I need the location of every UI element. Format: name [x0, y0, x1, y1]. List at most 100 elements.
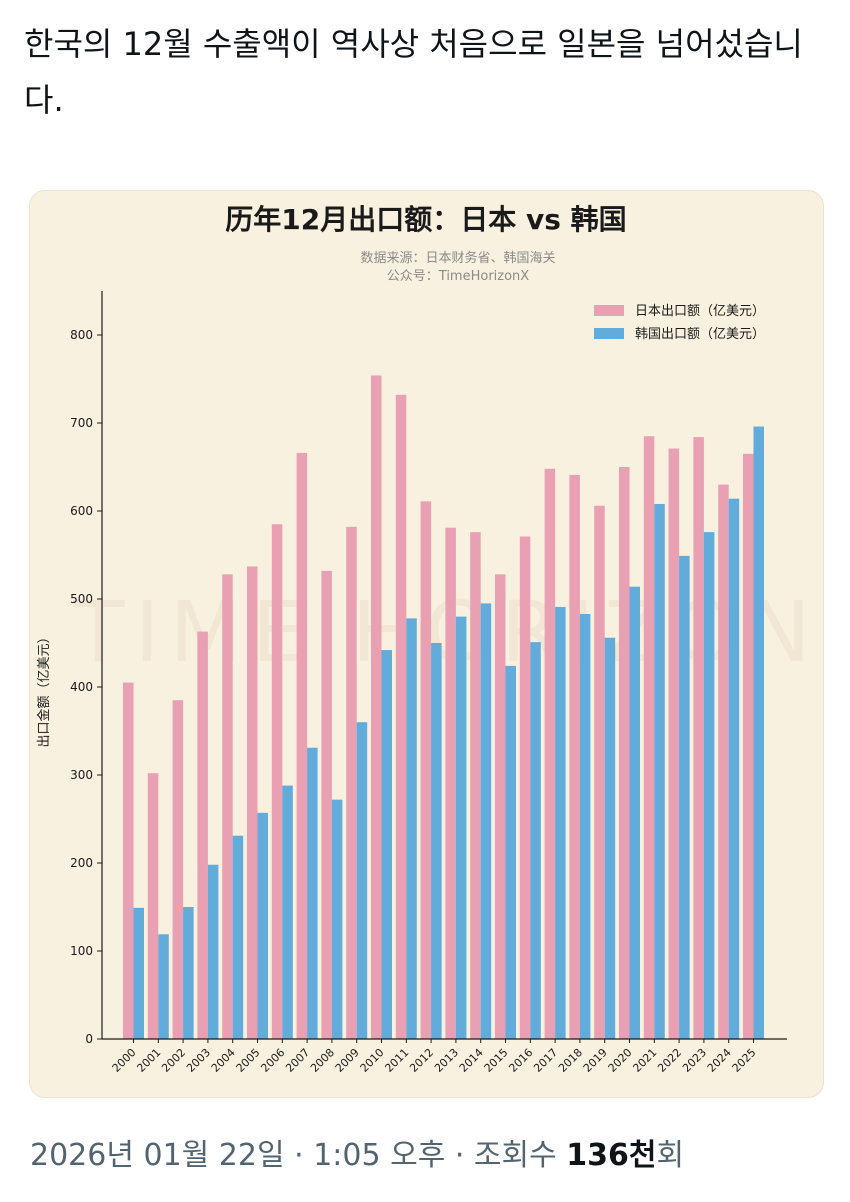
x-tick-label: 2011 [382, 1046, 411, 1075]
bar-korea-2011 [406, 618, 417, 1039]
y-tick-label: 0 [85, 1032, 93, 1046]
x-tick-label: 2012 [407, 1046, 436, 1075]
bar-japan-2020 [619, 467, 630, 1039]
y-tick-label: 700 [70, 416, 93, 430]
post-date: 2026년 01월 22일 [30, 1138, 285, 1173]
bar-japan-2021 [643, 436, 655, 1039]
x-tick-label: 2010 [358, 1046, 387, 1075]
y-tick-label: 400 [70, 680, 93, 694]
x-tick-label: 2014 [457, 1046, 486, 1075]
bar-korea-2018 [579, 613, 591, 1039]
bar-korea-2000 [133, 907, 144, 1039]
bar-japan-2000 [123, 682, 134, 1039]
views-count: 136천 [566, 1138, 657, 1173]
bar-korea-2006 [282, 785, 293, 1039]
bar-japan-2024 [718, 484, 729, 1040]
bar-japan-2019 [594, 505, 605, 1040]
bar-japan-2006 [271, 524, 283, 1039]
x-tick-label: 2008 [308, 1046, 337, 1075]
bar-korea-2003 [207, 864, 219, 1039]
bar-japan-2014 [470, 532, 481, 1039]
x-tick-label: 2013 [432, 1046, 461, 1075]
bar-korea-2024 [728, 498, 740, 1039]
bar-korea-2005 [257, 812, 268, 1039]
bar-japan-2002 [172, 700, 184, 1039]
bar-korea-2001 [158, 934, 169, 1039]
bar-japan-2013 [445, 527, 456, 1039]
x-tick-label: 2019 [581, 1046, 610, 1075]
y-tick-label: 200 [70, 856, 93, 870]
x-tick-label: 2009 [333, 1046, 362, 1075]
legend-swatch-japan [594, 305, 624, 316]
x-tick-label: 2025 [730, 1046, 759, 1075]
bar-korea-2004 [232, 835, 244, 1039]
bar-japan-2001 [147, 773, 159, 1039]
x-tick-label: 2023 [680, 1046, 709, 1075]
bar-japan-2022 [668, 448, 680, 1039]
x-tick-label: 2022 [655, 1046, 684, 1075]
bar-korea-2017 [555, 606, 566, 1039]
x-tick-label: 2018 [556, 1046, 585, 1075]
bar-japan-2004 [222, 574, 233, 1039]
bar-japan-2009 [346, 526, 357, 1039]
bar-japan-2010 [371, 375, 382, 1039]
meta-separator: · [284, 1138, 314, 1173]
bar-japan-2017 [544, 468, 556, 1039]
bar-korea-2012 [431, 643, 442, 1039]
bar-chart: TIME HORIZON 历年12月出口额：日本 vs 韩国 数据来源：日本财务… [36, 203, 811, 1075]
y-tick-label: 800 [70, 328, 93, 342]
bar-korea-2007 [307, 747, 318, 1039]
x-tick-label: 2000 [110, 1046, 139, 1075]
bar-korea-2016 [530, 642, 541, 1039]
views-label: 조회수 [473, 1138, 567, 1173]
y-tick-label: 300 [70, 768, 93, 782]
x-tick-label: 2005 [234, 1046, 263, 1075]
bar-japan-2018 [569, 474, 580, 1039]
post-meta: 2026년 01월 22일 · 1:05 오후 · 조회수 136천회 [30, 1130, 684, 1174]
post-time: 1:05 오후 [313, 1138, 446, 1173]
bar-japan-2025 [743, 453, 754, 1039]
bar-korea-2002 [183, 907, 194, 1039]
bar-japan-2007 [296, 452, 308, 1039]
y-tick-label: 100 [70, 944, 93, 958]
bar-japan-2012 [420, 501, 432, 1039]
bar-japan-2016 [519, 536, 531, 1039]
x-tick-label: 2006 [258, 1046, 287, 1075]
x-tick-label: 2007 [283, 1046, 312, 1075]
x-tick-label: 2020 [606, 1046, 635, 1075]
bar-korea-2008 [331, 799, 343, 1039]
chart-account: 公众号：TimeHorizonX [387, 269, 530, 284]
chart-image-card[interactable]: TIME HORIZON 历年12月出口额：日本 vs 韩国 数据来源：日本财务… [29, 190, 824, 1098]
legend: 日本出口额（亿美元） 韩国出口额（亿美元） [594, 304, 765, 342]
bar-korea-2014 [480, 603, 492, 1039]
x-tick-label: 2017 [531, 1046, 560, 1075]
x-tick-label: 2015 [482, 1046, 511, 1075]
bar-japan-2015 [495, 574, 506, 1039]
bar-korea-2022 [679, 555, 690, 1039]
bar-korea-2015 [505, 665, 516, 1039]
y-tick-label: 600 [70, 504, 93, 518]
x-tick-label: 2024 [705, 1046, 734, 1075]
y-axis-label: 出口金额（亿美元） [36, 630, 52, 747]
bar-korea-2009 [356, 722, 368, 1039]
bar-korea-2025 [753, 426, 764, 1039]
x-tick-label: 2001 [134, 1046, 163, 1075]
bar-japan-2023 [693, 437, 704, 1039]
bar-korea-2021 [654, 503, 665, 1040]
bar-korea-2019 [604, 637, 616, 1039]
x-tick-label: 2002 [159, 1046, 188, 1075]
bar-korea-2013 [455, 616, 467, 1039]
legend-label-korea: 韩国出口额（亿美元） [635, 327, 765, 342]
bar-japan-2003 [197, 631, 208, 1039]
bar-japan-2005 [247, 566, 258, 1039]
legend-swatch-korea [594, 328, 624, 339]
x-tick-label: 2021 [630, 1046, 659, 1075]
bar-korea-2020 [629, 586, 640, 1039]
bar-korea-2023 [703, 532, 715, 1039]
meta-separator: · [445, 1138, 474, 1173]
post-text: 한국의 12월 수출액이 역사상 처음으로 일본을 넘어섰습니다. [24, 25, 803, 119]
x-tick-label: 2004 [209, 1046, 238, 1075]
views-unit: 회 [656, 1138, 685, 1173]
chart-title: 历年12月出口额：日本 vs 韩国 [225, 203, 626, 236]
bar-japan-2008 [321, 570, 332, 1039]
